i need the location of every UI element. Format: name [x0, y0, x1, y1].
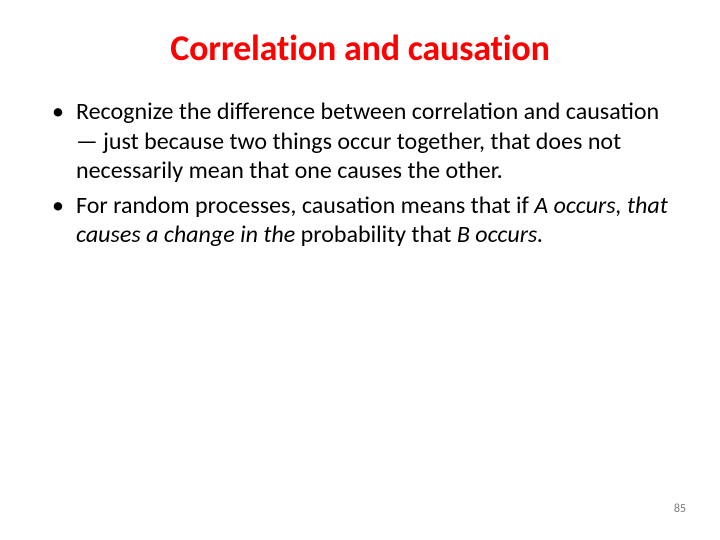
page-number: 85: [674, 502, 686, 516]
slide: Correlation and causation Recognize the …: [0, 0, 720, 540]
list-item: For random processes, causation means th…: [62, 191, 682, 250]
italic-text: B occurs.: [457, 220, 544, 249]
body-text: probability that: [295, 220, 457, 249]
body-text: For random processes, causation means th…: [76, 191, 534, 220]
list-item: Recognize the difference between correla…: [62, 97, 682, 185]
bullet-list: Recognize the difference between correla…: [38, 97, 682, 249]
slide-title: Correlation and causation: [38, 28, 682, 69]
body-text: Recognize the difference between correla…: [76, 97, 659, 185]
